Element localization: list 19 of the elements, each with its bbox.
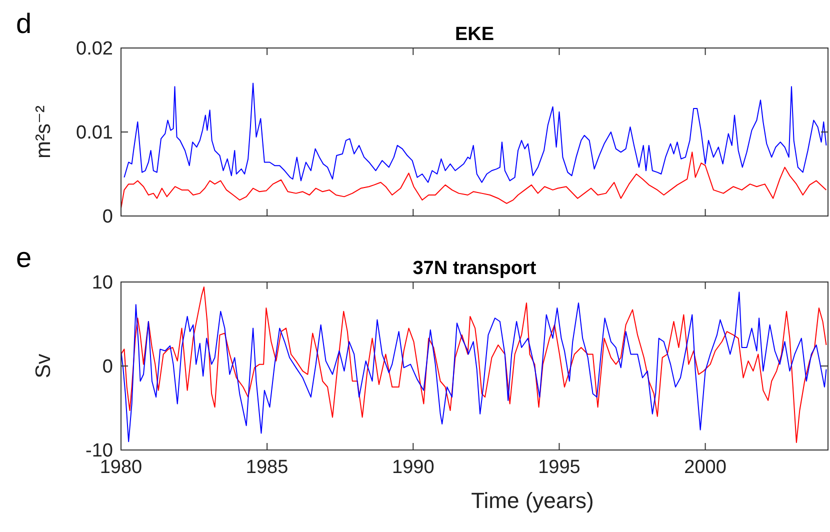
x-tick-label: 1985 [246,457,288,478]
chart-title: EKE [454,24,494,45]
y-tick-label: 0 [102,206,113,228]
chart-title: 37N transport [412,258,537,279]
y-tick-label: 0.02 [76,38,113,60]
text: e [16,242,32,273]
line-series [120,152,827,209]
line-series [124,82,827,183]
x-axis-title: Time (years) [471,488,594,513]
x-tick-label: 1980 [100,457,142,478]
y-tick-label: 0 [102,356,113,378]
y-tick-label: 0.01 [76,122,113,144]
text: d [16,8,32,39]
x-tick-label: 1990 [392,457,434,478]
y-axis-title: Sv [32,353,55,378]
y-tick-label: 10 [92,272,113,294]
y-axis-title: m²s⁻² [32,105,55,159]
x-tick-label: 1995 [538,457,580,478]
x-tick-label: 2000 [684,457,726,478]
